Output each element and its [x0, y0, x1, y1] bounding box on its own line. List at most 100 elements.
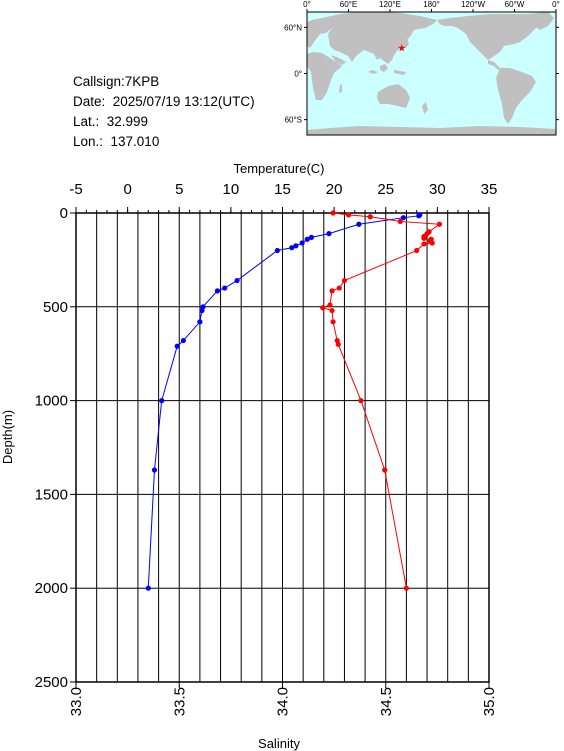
salinity-line	[321, 212, 441, 589]
salinity-point	[429, 240, 435, 246]
salinity-point	[421, 233, 427, 240]
depth-tick-labels: 0 500 1000 1500 2000 2500	[35, 205, 68, 691]
salinity-point	[330, 319, 336, 325]
temperature-tick-labels: -5 0 5 10 15 20 25 30 35	[69, 181, 497, 198]
salinity-point	[421, 241, 427, 247]
chart-ticks	[70, 207, 490, 688]
longitude-text: Lon.: 137.010	[73, 134, 160, 149]
temperature-point	[417, 212, 423, 218]
salinity-tick-label: 33.5	[171, 687, 188, 716]
latitude-text: Lat.: 32.999	[73, 114, 149, 129]
temperature-point	[274, 247, 280, 254]
temperature-point	[145, 585, 151, 591]
salinity-point	[424, 231, 430, 237]
temperature-point	[400, 215, 406, 221]
temperature-tick-label: 30	[429, 181, 446, 198]
temperature-point	[151, 467, 158, 473]
temperature-point	[234, 277, 240, 284]
map-lon-label: 60°E	[340, 0, 357, 9]
plot-frame	[75, 212, 490, 683]
temperature-point	[180, 337, 186, 344]
temperature-line	[147, 214, 421, 589]
salinity-point	[358, 398, 364, 404]
depth-tick-label: 2000	[35, 580, 68, 597]
map-lat-label: 0°	[294, 70, 302, 79]
salinity-series	[320, 210, 443, 591]
temperature-series	[145, 212, 423, 591]
salinity-point	[329, 307, 335, 314]
station-star-icon	[397, 44, 406, 52]
map-latitude-labels: 60°N 0° 60°S	[284, 23, 302, 124]
salinity-point	[421, 235, 427, 241]
map-lon-label: 180°	[423, 0, 440, 9]
salinity-point	[335, 341, 341, 347]
salinity-point	[428, 236, 434, 242]
temperature-point	[174, 343, 180, 349]
depth-axis-label: Depth(m)	[0, 410, 15, 464]
temperature-point	[326, 231, 332, 237]
callsign-text: Callsign:7KPB	[73, 74, 160, 89]
temperature-point	[356, 221, 362, 227]
salinity-tick-label: 35.0	[481, 687, 498, 716]
map-lon-label: 60°W	[505, 0, 525, 9]
map-lon-label: 0°	[303, 0, 311, 9]
temperature-tick-label: 5	[175, 181, 183, 198]
chart-series	[145, 210, 443, 591]
temperature-tick-label: 25	[377, 181, 394, 198]
salinity-point	[367, 214, 373, 220]
depth-tick-label: 1000	[35, 393, 68, 410]
date-text: Date: 2025/07/19 13:12(UTC)	[73, 94, 255, 109]
salinity-tick-label: 34.0	[275, 687, 292, 716]
temperature-tick-label: 15	[274, 181, 291, 198]
salinity-point	[427, 238, 433, 244]
temperature-point	[199, 307, 205, 314]
station-marker	[397, 44, 406, 52]
map-longitude-labels: 0° 60°E 120°E 180° 120°W 60°W 0°	[303, 0, 560, 9]
salinity-point	[334, 337, 340, 344]
salinity-point	[327, 302, 333, 308]
map-land	[307, 12, 556, 135]
location-map: 0° 60°E 120°E 180° 120°W 60°W 0° 60°N 0° 60°S	[284, 0, 560, 136]
salinity-tick-label: 34.5	[378, 687, 395, 716]
depth-tick-label: 2500	[35, 674, 68, 691]
temperature-point	[200, 304, 206, 310]
temperature-point	[222, 285, 228, 291]
salinity-point	[320, 305, 326, 311]
temperature-tick-label: 35	[481, 181, 498, 198]
salinity-point	[345, 212, 352, 218]
temperature-point	[289, 245, 295, 251]
map-lat-label: 60°S	[285, 116, 302, 125]
temperature-point	[416, 213, 422, 219]
depth-tick-label: 500	[43, 299, 68, 316]
temperature-point	[159, 398, 165, 404]
temperature-point	[197, 319, 203, 325]
temperature-tick-label: 20	[326, 181, 343, 198]
station-info: Callsign:7KPB Date: 2025/07/19 13:12(UTC…	[73, 72, 255, 152]
salinity-point	[336, 285, 342, 291]
salinity-point	[382, 467, 388, 473]
salinity-tick-labels: 33.0 33.5 34.0 34.5 35.0	[68, 687, 498, 716]
temperature-point	[214, 288, 221, 294]
salinity-point	[329, 288, 335, 294]
map-lat-label: 60°N	[284, 23, 302, 32]
temperature-tick-label: 10	[223, 181, 240, 198]
chart-grid	[76, 213, 489, 682]
salinity-point	[341, 277, 348, 284]
salinity-tick-label: 33.0	[68, 687, 85, 716]
salinity-axis-label: Salinity	[258, 736, 300, 751]
map-lon-label: 120°E	[379, 0, 401, 9]
temperature-point	[308, 234, 315, 240]
map-lon-label: 0°	[552, 0, 560, 9]
salinity-point	[403, 585, 409, 591]
temperature-tick-label: 0	[123, 181, 131, 198]
temperature-point	[299, 240, 305, 246]
salinity-point	[414, 247, 420, 254]
salinity-point	[436, 221, 443, 227]
map-lon-label: 120°W	[461, 0, 486, 9]
temperature-axis-label: Temperature(C)	[233, 161, 324, 176]
depth-tick-label: 0	[60, 205, 68, 222]
salinity-point	[330, 210, 336, 216]
map-ticks	[304, 9, 559, 121]
salinity-point	[397, 218, 403, 225]
temperature-tick-label: -5	[69, 181, 82, 198]
